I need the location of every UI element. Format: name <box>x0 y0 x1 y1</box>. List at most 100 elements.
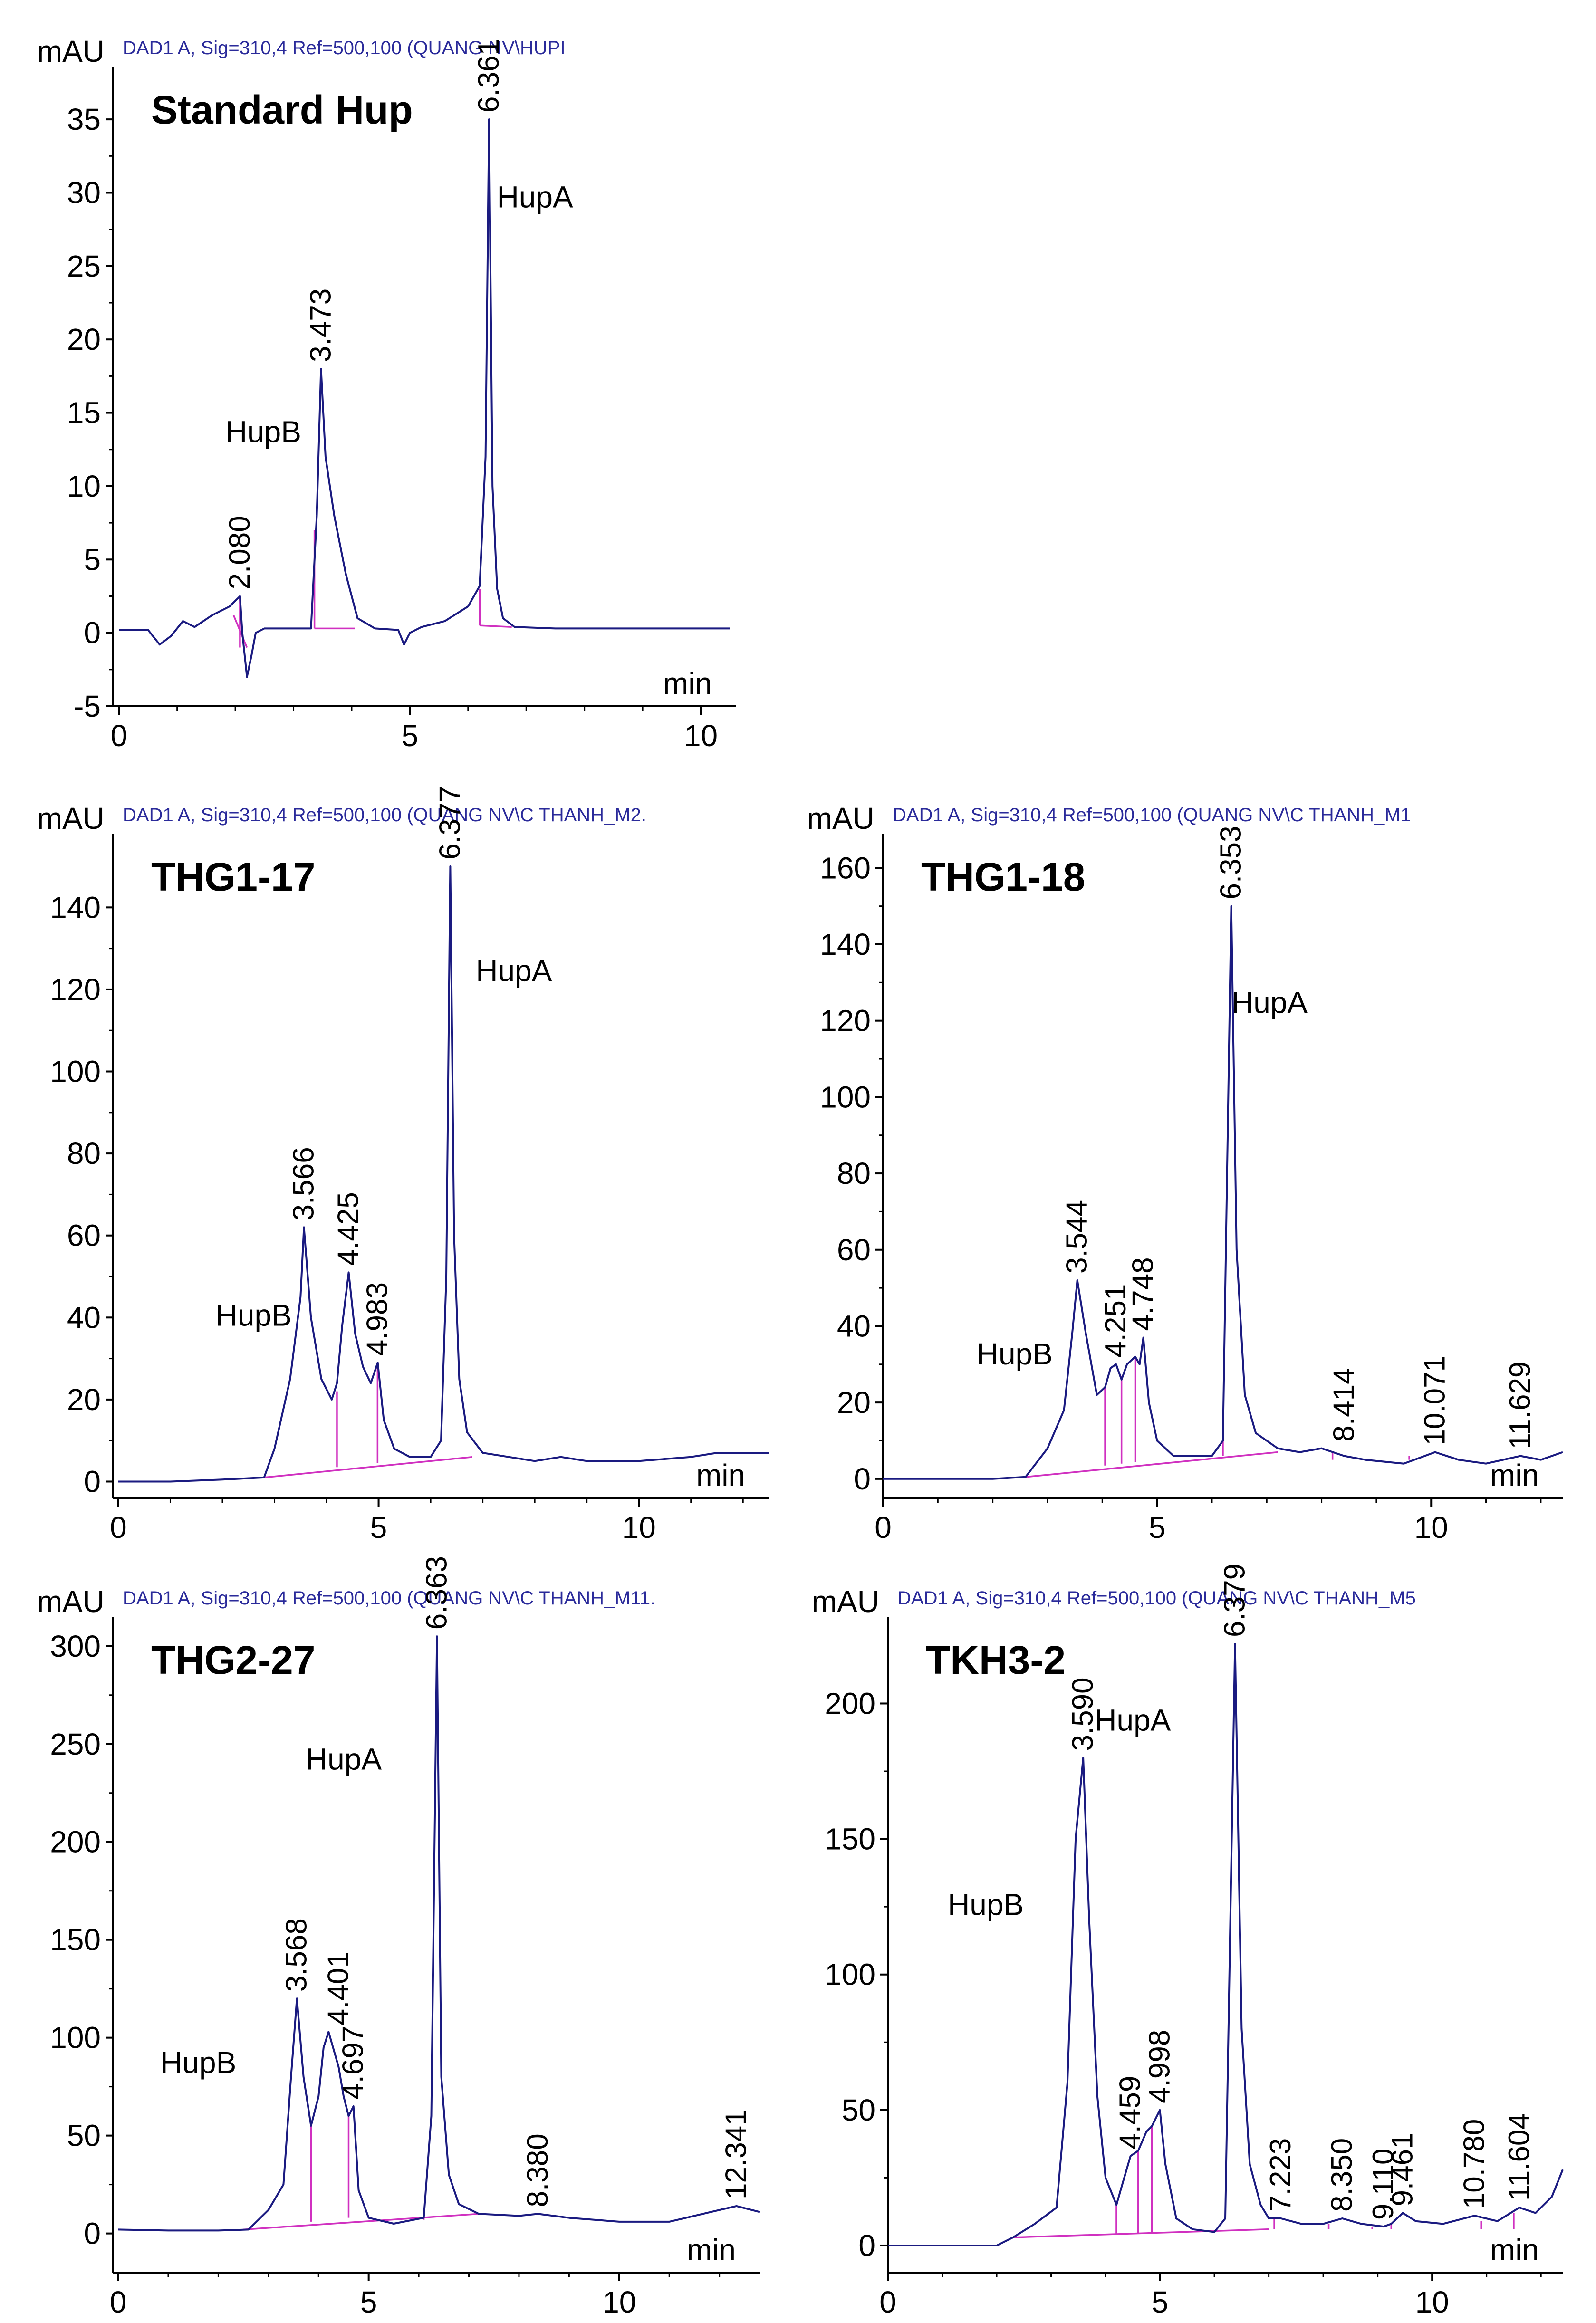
sample-title: THG1-17 <box>151 854 315 899</box>
peak-label: 3.473 <box>304 288 337 362</box>
peak-label: 8.350 <box>1326 2138 1358 2212</box>
sample-title: THG1-18 <box>921 854 1085 899</box>
x-tick-label: 0 <box>110 1510 127 1545</box>
y-tick-label: 50 <box>67 2119 101 2153</box>
y-axis-label: mAU <box>807 801 875 835</box>
integration-baseline <box>1025 1451 1278 1478</box>
peak-label: 11.604 <box>1503 2113 1536 2201</box>
y-axis-label: mAU <box>37 801 105 835</box>
peak-label: 4.401 <box>322 1951 355 2025</box>
y-tick-label: 0 <box>84 616 101 650</box>
y-tick-label: 160 <box>820 851 871 885</box>
y-tick-label: 250 <box>50 1727 101 1761</box>
peak-label: 4.251 <box>1099 1284 1132 1358</box>
peak-label: 8.414 <box>1327 1368 1360 1441</box>
y-tick-label: 25 <box>67 249 101 283</box>
compound-annotation: HupB <box>216 1298 292 1333</box>
peak-label: 9.461 <box>1386 2132 1419 2206</box>
y-tick-label: 150 <box>50 1923 101 1957</box>
compound-annotation: HupB <box>225 414 301 449</box>
x-axis-label: min <box>1490 2233 1539 2267</box>
peak-label: 3.544 <box>1061 1200 1094 1274</box>
integration-baseline <box>480 624 512 628</box>
x-tick-label: 10 <box>684 719 718 753</box>
chart-panel-4: DAD1 A, Sig=310,4 Ref=500,100 (QUANG NV\… <box>37 1556 760 2319</box>
y-tick-label: 50 <box>842 2093 875 2127</box>
peak-label: 4.425 <box>332 1192 365 1266</box>
y-tick-label: 300 <box>50 1629 101 1663</box>
compound-annotation: HupB <box>160 2045 236 2080</box>
y-tick-label: 60 <box>837 1233 871 1267</box>
compound-annotation: HupA <box>306 1742 382 1776</box>
chart-panel-3: DAD1 A, Sig=310,4 Ref=500,100 (QUANG NV\… <box>807 801 1563 1545</box>
compound-annotation: HupA <box>1095 1703 1171 1737</box>
x-tick-label: 0 <box>110 719 127 753</box>
compound-annotation: HupA <box>476 954 552 988</box>
y-tick-label: 120 <box>820 1004 871 1038</box>
y-tick-label: 20 <box>67 1382 101 1417</box>
peak-label: 4.697 <box>337 2026 370 2100</box>
x-axis-label: min <box>1490 1458 1539 1492</box>
compound-annotation: HupA <box>497 180 573 214</box>
y-tick-label: 15 <box>67 396 101 430</box>
chromatogram-trace <box>888 1643 1564 2246</box>
peak-label: 7.223 <box>1264 2138 1297 2212</box>
y-tick-label: 0 <box>854 1462 871 1496</box>
integration-baseline <box>243 2213 479 2231</box>
peak-label: 4.998 <box>1143 2030 1176 2103</box>
x-tick-label: 5 <box>1152 2285 1169 2319</box>
y-tick-label: 200 <box>825 1686 875 1720</box>
peak-label: 10.780 <box>1458 2119 1490 2209</box>
x-tick-label: 5 <box>370 1510 387 1545</box>
peak-label: 4.459 <box>1114 2076 1147 2150</box>
x-axis-label: min <box>663 666 712 701</box>
peak-label: 6.377 <box>433 786 466 860</box>
integration-baseline <box>264 1456 472 1478</box>
signal-header: DAD1 A, Sig=310,4 Ref=500,100 (QUANG NV\… <box>123 805 646 826</box>
y-tick-label: 0 <box>84 2217 101 2251</box>
y-tick-label: 80 <box>67 1136 101 1171</box>
peak-label: 8.380 <box>521 2133 554 2207</box>
chromatogram-trace <box>883 905 1563 1480</box>
signal-header: DAD1 A, Sig=310,4 Ref=500,100 (QUANG NV\… <box>123 1588 655 1609</box>
x-tick-label: 10 <box>622 1510 656 1545</box>
x-axis-label: min <box>687 2233 736 2267</box>
peak-label: 6.361 <box>472 39 505 113</box>
peak-label: 3.566 <box>288 1147 320 1220</box>
x-axis-label: min <box>696 1458 745 1492</box>
chromatogram-trace <box>119 118 730 678</box>
peak-label: 11.629 <box>1504 1362 1537 1449</box>
y-tick-label: 30 <box>67 175 101 210</box>
x-tick-label: 10 <box>1414 1510 1448 1545</box>
y-tick-label: -5 <box>74 689 101 723</box>
peak-label: 6.363 <box>420 1556 453 1630</box>
integration-baseline <box>1013 2228 1269 2238</box>
x-tick-label: 10 <box>602 2285 636 2319</box>
peak-label: 6.353 <box>1215 826 1248 899</box>
y-tick-label: 120 <box>50 972 101 1007</box>
y-tick-label: 0 <box>84 1464 101 1498</box>
chromatogram-trace <box>118 865 769 1483</box>
y-tick-label: 60 <box>67 1219 101 1253</box>
x-tick-label: 5 <box>1149 1510 1166 1545</box>
y-tick-label: 100 <box>820 1080 871 1114</box>
y-tick-label: 20 <box>837 1385 871 1420</box>
peak-label: 10.071 <box>1418 1355 1451 1446</box>
compound-annotation: HupB <box>948 1887 1024 1921</box>
y-axis-label: mAU <box>37 1584 105 1619</box>
y-tick-label: 140 <box>820 927 871 961</box>
sample-title: TKH3-2 <box>926 1638 1066 1682</box>
sample-title: Standard Hup <box>151 87 413 132</box>
y-tick-label: 150 <box>825 1822 875 1856</box>
y-tick-label: 100 <box>50 2021 101 2055</box>
x-tick-label: 10 <box>1415 2285 1449 2319</box>
peak-label: 4.748 <box>1127 1257 1160 1331</box>
sample-title: THG2-27 <box>151 1638 315 1682</box>
x-tick-label: 0 <box>875 1510 892 1545</box>
y-tick-label: 100 <box>825 1958 875 1992</box>
signal-header: DAD1 A, Sig=310,4 Ref=500,100 (QUANG NV\… <box>123 38 566 58</box>
chart-panel-5: DAD1 A, Sig=310,4 Ref=500,100 (QUANG NV\… <box>812 1564 1564 2319</box>
compound-annotation: HupA <box>1231 986 1308 1020</box>
peak-label: 2.080 <box>223 516 256 589</box>
